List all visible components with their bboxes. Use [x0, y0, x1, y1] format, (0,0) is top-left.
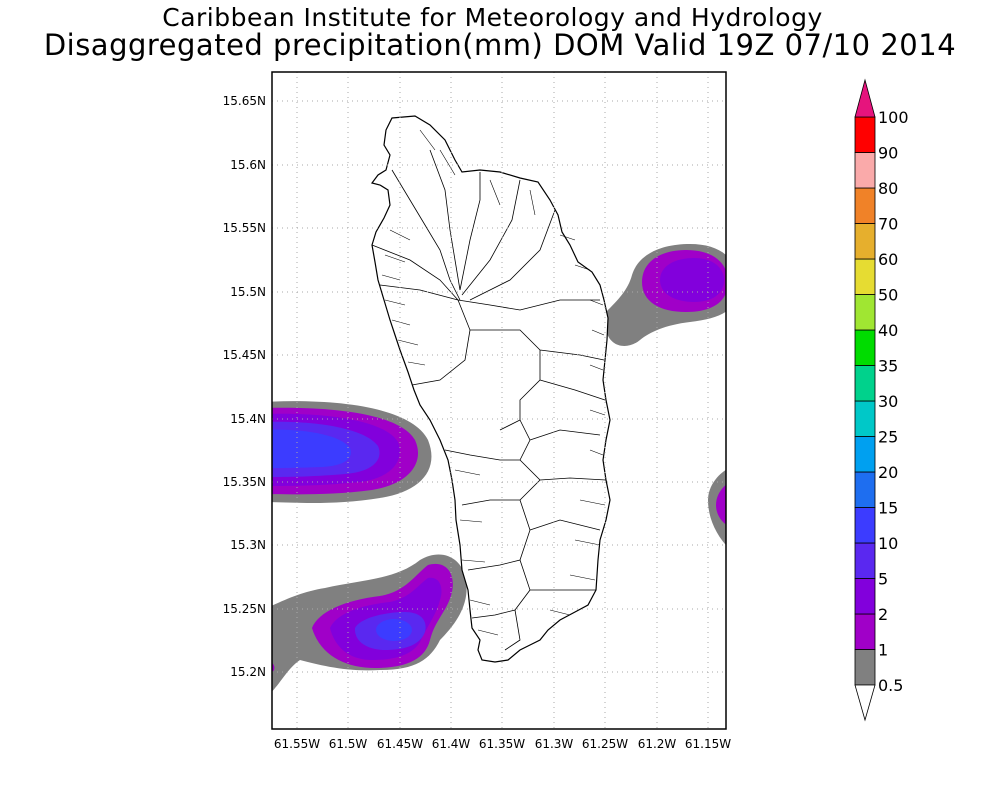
legend-level-label: 15 — [878, 499, 898, 518]
legend-swatch — [854, 294, 876, 331]
legend-swatch — [854, 329, 876, 366]
legend-level-label: 2 — [878, 605, 888, 624]
lat-label: 15.4N — [230, 412, 266, 426]
institute-title: Caribbean Institute for Meteorology and … — [162, 3, 823, 32]
legend-swatch — [854, 649, 876, 686]
legend-swatch — [854, 436, 876, 473]
map-grid — [272, 72, 726, 729]
lon-label: 61.5W — [329, 737, 368, 751]
lon-label: 61.55W — [274, 737, 320, 751]
legend-level-label: 50 — [878, 286, 898, 305]
legend-level-label: 5 — [878, 570, 888, 589]
lat-label: 15.6N — [230, 158, 266, 172]
map-frame — [271, 71, 727, 730]
legend-level-label: 35 — [878, 357, 898, 376]
legend-level-label: 30 — [878, 392, 898, 411]
precipitation-shading — [272, 244, 726, 692]
legend-level-label: 10 — [878, 534, 898, 553]
legend-swatch — [854, 258, 876, 295]
lat-label: 15.25N — [223, 602, 266, 616]
lon-label: 61.3W — [535, 737, 574, 751]
precip-area-southwest-10mm — [376, 619, 412, 641]
lat-label: 15.35N — [223, 475, 266, 489]
legend-level-label: 20 — [878, 463, 898, 482]
legend-level-label: 90 — [878, 144, 898, 163]
lat-label: 15.55N — [223, 221, 266, 235]
legend-level-label: 0.5 — [878, 676, 903, 695]
lat-label: 15.2N — [230, 665, 266, 679]
lon-label: 61.4W — [432, 737, 471, 751]
lat-label: 15.3N — [230, 538, 266, 552]
lon-label: 61.2W — [638, 737, 677, 751]
legend-swatch — [854, 471, 876, 508]
legend-level-label: 70 — [878, 215, 898, 234]
legend-swatch — [854, 507, 876, 544]
island-boundaries — [371, 149, 607, 651]
legend-level-label: 1 — [878, 641, 888, 660]
legend-swatch — [854, 365, 876, 402]
legend-level-label: 100 — [878, 108, 909, 127]
legend-swatch — [854, 187, 876, 224]
legend-swatch — [854, 400, 876, 437]
map-title: Disaggregated precipitation(mm) DOM Vali… — [43, 28, 957, 62]
legend-swatch — [854, 613, 876, 650]
legend-swatch — [854, 116, 876, 153]
lat-label: 15.45N — [223, 348, 266, 362]
lat-label: 15.65N — [223, 94, 266, 108]
latitude-labels: 15.65N 15.6N 15.55N 15.5N 15.45N 15.4N 1… — [223, 94, 266, 679]
lat-label: 15.5N — [230, 285, 266, 299]
legend-bottom-arrow — [854, 684, 876, 722]
longitude-labels: 61.55W 61.5W 61.45W 61.4W 61.35W 61.3W 6… — [274, 737, 731, 751]
legend-swatch — [854, 223, 876, 260]
precip-area-east-2mm — [716, 484, 726, 525]
lon-label: 61.35W — [479, 737, 525, 751]
island-outline — [370, 115, 611, 663]
lon-label: 61.45W — [377, 737, 423, 751]
precip-area-northeast-5mm — [660, 258, 724, 302]
island-streams — [381, 129, 606, 636]
lon-label: 61.15W — [685, 737, 731, 751]
precip-area-west-15mm — [272, 429, 351, 468]
legend-level-label: 80 — [878, 179, 898, 198]
lon-label: 61.25W — [582, 737, 628, 751]
legend-level-label: 60 — [878, 250, 898, 269]
legend-top-arrow — [854, 78, 876, 118]
dominica-coastline — [370, 115, 611, 663]
legend-level-label: 40 — [878, 321, 898, 340]
legend-swatch — [854, 542, 876, 579]
legend-swatch — [854, 578, 876, 615]
legend-swatch — [854, 152, 876, 189]
legend-level-label: 25 — [878, 428, 898, 447]
